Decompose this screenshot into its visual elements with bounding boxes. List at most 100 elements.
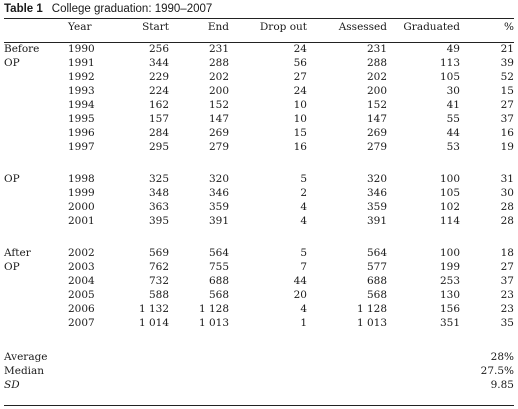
column-header — [4, 18, 68, 36]
assessed-cell: 152 — [366, 99, 387, 111]
empty-cell — [387, 378, 460, 392]
graduated-cell: 199 — [439, 261, 460, 273]
percent-cell: 37 — [500, 275, 514, 287]
table-row: 2005 588 568 20 568 130 23 — [4, 288, 514, 302]
empty-cell — [387, 350, 460, 364]
table-row: OP 1998 325 320 5 320 100 31 — [4, 172, 514, 186]
table-row: 1993 224 200 24 200 30 15 — [4, 84, 514, 98]
table-row: 1992 229 202 27 202 105 52 — [4, 70, 514, 84]
start-cell: 762 — [148, 261, 169, 273]
percent-cell: 23 — [500, 303, 514, 315]
graduated-cell: 253 — [439, 275, 460, 287]
column-header-year: Year — [68, 21, 92, 33]
column-header-dropout: Drop out — [259, 21, 307, 33]
group-label-cell — [4, 316, 68, 330]
assessed-cell: 688 — [366, 275, 387, 287]
column-header-assessed: Assessed — [338, 21, 387, 33]
graduation-table: Year Start End Drop out Assessed Graduat… — [4, 0, 514, 392]
group-label-cell — [4, 84, 68, 98]
empty-cell — [387, 364, 460, 378]
graduated-cell: 41 — [446, 99, 460, 111]
graduated-cell: 30 — [446, 85, 460, 97]
group-label: OP — [4, 173, 20, 185]
table-row: 2001 395 391 4 391 114 28 — [4, 214, 514, 228]
summary-label: SD — [4, 379, 20, 391]
percent-cell: 19 — [500, 141, 514, 153]
percent-cell: 31 — [500, 173, 514, 185]
year-cell: 1994 — [68, 99, 95, 111]
column-header-graduated: Graduated — [403, 21, 460, 33]
summary-label: Median — [4, 365, 45, 377]
table-row: 1996 284 269 15 269 44 16 — [4, 126, 514, 140]
dropout-cell: 5 — [300, 247, 307, 259]
percent-cell: 30 — [500, 187, 514, 199]
year-cell: 1991 — [68, 57, 95, 69]
table-row: 2004 732 688 44 688 253 37 — [4, 274, 514, 288]
summary-value: 27.5% — [480, 365, 514, 377]
group-spacer — [4, 228, 514, 246]
table-row: 1995 157 147 10 147 55 37 — [4, 112, 514, 126]
start-cell: 295 — [148, 141, 169, 153]
graduated-cell: 100 — [439, 247, 460, 259]
assessed-cell: 269 — [366, 127, 387, 139]
bottom-rule — [4, 405, 514, 406]
year-cell: 2003 — [68, 261, 95, 273]
table-row: 2007 1 014 1 013 1 1 013 351 35 — [4, 316, 514, 330]
dropout-cell: 27 — [293, 71, 307, 83]
end-cell: 147 — [208, 113, 229, 125]
assessed-cell: 202 — [366, 71, 387, 83]
year-cell: 1990 — [68, 43, 95, 55]
assessed-cell: 279 — [366, 141, 387, 153]
assessed-cell: 320 — [366, 173, 387, 185]
assessed-cell: 147 — [366, 113, 387, 125]
start-cell: 1 014 — [138, 317, 169, 329]
empty-cell — [169, 378, 229, 392]
empty-cell — [229, 364, 307, 378]
dropout-cell: 7 — [300, 261, 307, 273]
group-label-cell — [4, 288, 68, 302]
column-header-end: End — [207, 21, 229, 33]
dropout-cell: 24 — [293, 43, 307, 55]
end-cell: 755 — [208, 261, 229, 273]
header-row: Year Start End Drop out Assessed Graduat… — [4, 18, 514, 36]
dropout-cell: 24 — [293, 85, 307, 97]
end-cell: 200 — [208, 85, 229, 97]
group-label: Before — [4, 43, 40, 55]
empty-cell — [307, 350, 387, 364]
assessed-cell: 568 — [366, 289, 387, 301]
assessed-cell: 564 — [366, 247, 387, 259]
dropout-cell: 4 — [300, 201, 307, 213]
end-cell: 152 — [208, 99, 229, 111]
group-label: After — [4, 247, 31, 259]
percent-cell: 27 — [500, 99, 514, 111]
group-label-cell — [4, 214, 68, 228]
dropout-cell: 16 — [293, 141, 307, 153]
dropout-cell: 44 — [293, 275, 307, 287]
dropout-cell: 15 — [293, 127, 307, 139]
year-cell: 2002 — [68, 247, 95, 259]
summary-value: 28% — [490, 351, 514, 363]
table-number: Table 1 — [4, 3, 43, 15]
group-label: OP — [4, 57, 20, 69]
end-cell: 269 — [208, 127, 229, 139]
table-row: 1997 295 279 16 279 53 19 — [4, 140, 514, 154]
group-label-cell — [4, 200, 68, 214]
graduated-cell: 102 — [439, 201, 460, 213]
end-cell: 564 — [208, 247, 229, 259]
column-header-percent: % — [504, 21, 514, 33]
empty-cell — [169, 350, 229, 364]
dropout-cell: 10 — [293, 99, 307, 111]
year-cell: 2000 — [68, 201, 95, 213]
group-label-cell — [4, 70, 68, 84]
group-label-cell — [4, 186, 68, 200]
summary-row: Median 27.5% — [4, 364, 514, 378]
year-cell: 2001 — [68, 215, 95, 227]
end-cell: 1 013 — [198, 317, 229, 329]
year-cell: 1992 — [68, 71, 95, 83]
assessed-cell: 288 — [366, 57, 387, 69]
summary-row: Average 28% — [4, 350, 514, 364]
start-cell: 1 132 — [138, 303, 169, 315]
assessed-cell: 359 — [366, 201, 387, 213]
dropout-cell: 56 — [293, 57, 307, 69]
summary-value: 9.85 — [490, 379, 514, 391]
